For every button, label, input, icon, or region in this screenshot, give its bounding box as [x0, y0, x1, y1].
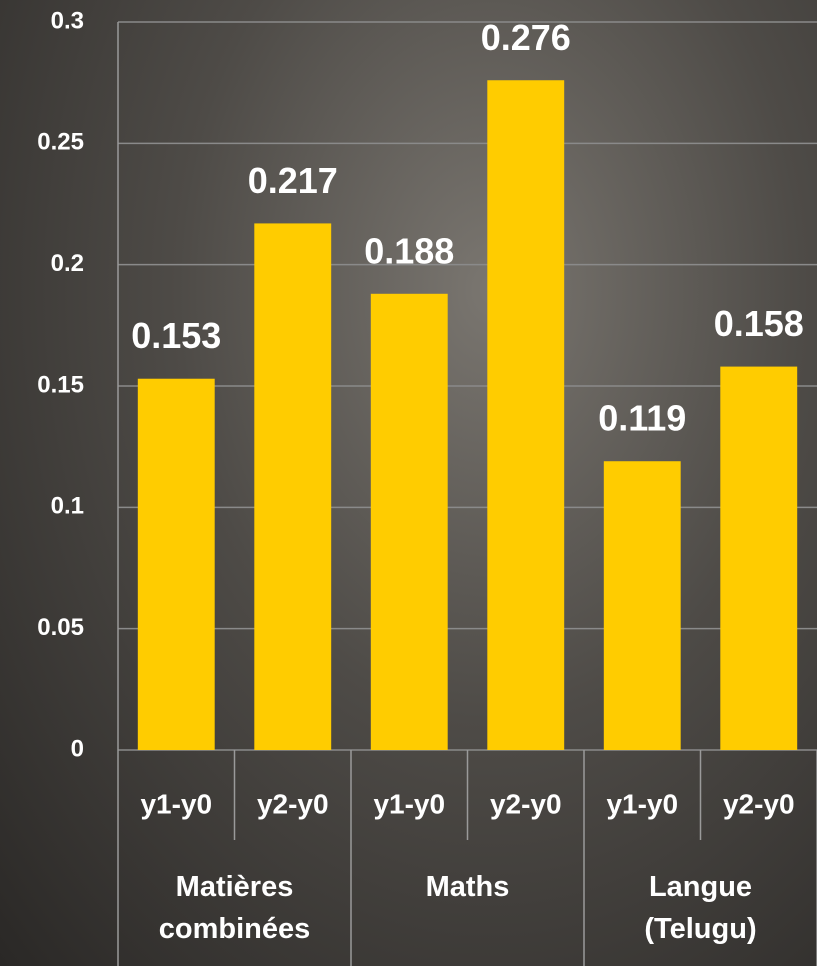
bar — [137, 378, 215, 750]
y-tick-label: 0.05 — [37, 614, 84, 641]
value-label: 0.217 — [248, 160, 338, 201]
y-tick-label: 0.15 — [37, 371, 84, 398]
y-tick-label: 0.1 — [51, 493, 84, 520]
x-tick-label: y2-y0 — [257, 788, 329, 819]
value-label: 0.119 — [598, 398, 686, 439]
y-tick-label: 0.2 — [51, 250, 84, 277]
bar — [603, 461, 681, 750]
x-tick-label: y2-y0 — [490, 788, 562, 819]
value-label: 0.153 — [131, 315, 221, 356]
bar — [720, 366, 798, 750]
x-tick-label: y1-y0 — [373, 788, 445, 819]
group-label: Langue (Telugu) — [644, 871, 757, 945]
value-label: 0.276 — [481, 17, 571, 58]
y-tick-label: 0.25 — [37, 129, 84, 156]
bar — [254, 223, 332, 750]
y-tick-label: 0 — [71, 735, 84, 762]
x-tick-label: y1-y0 — [606, 788, 678, 819]
group-label: Matières combinées — [158, 871, 311, 945]
y-tick-label: 0.3 — [51, 7, 84, 34]
group-label: Maths — [425, 871, 510, 903]
x-tick-label: y1-y0 — [140, 788, 212, 819]
bar — [370, 293, 448, 750]
value-label: 0.158 — [714, 303, 804, 344]
x-tick-label: y2-y0 — [723, 788, 795, 819]
bar — [487, 80, 565, 751]
value-label: 0.188 — [364, 230, 454, 271]
